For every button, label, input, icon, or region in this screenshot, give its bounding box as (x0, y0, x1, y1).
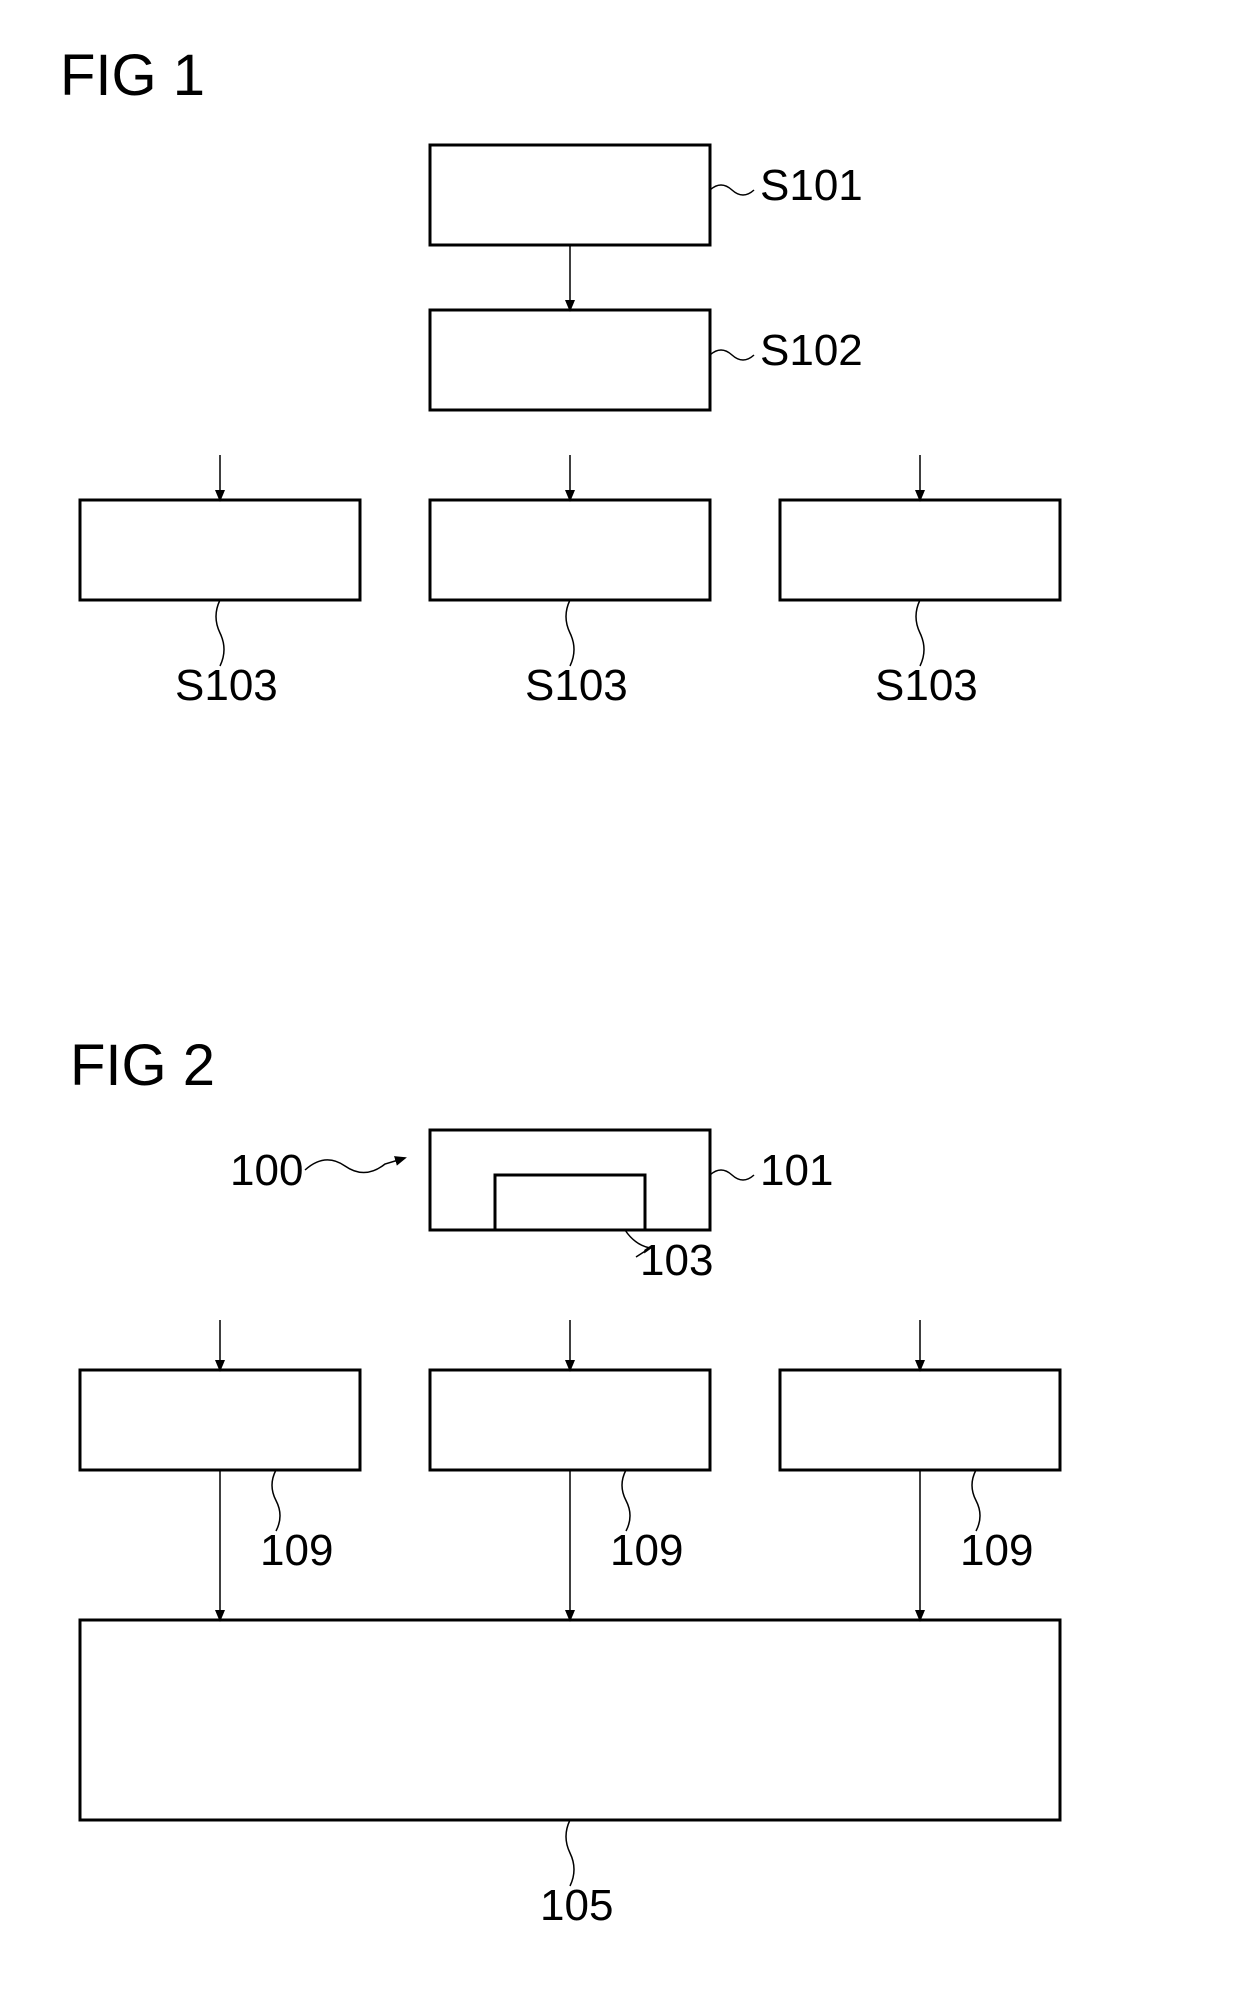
fig1-box-s103a (80, 500, 360, 600)
fig2-leader-109b (622, 1470, 630, 1531)
fig2-title: FIG 2 (70, 1033, 215, 1098)
fig1-leader-s101 (710, 185, 754, 195)
fig2-label-105: 105 (540, 1881, 613, 1930)
fig1-box-s101 (430, 145, 710, 245)
fig1-box-s102 (430, 310, 710, 410)
fig1-label-s101: S101 (760, 161, 863, 210)
fig1-leader-s103c (916, 600, 924, 666)
fig2-box-109a (80, 1370, 360, 1470)
fig2-leader-105 (566, 1820, 574, 1886)
fig2-box-103 (495, 1175, 645, 1230)
fig1-title: FIG 1 (60, 43, 205, 108)
fig2-leader-109c (972, 1470, 980, 1531)
fig2-leader-101 (710, 1170, 754, 1180)
fig1-leader-s103a (216, 600, 224, 666)
fig1-label-s103b: S103 (525, 661, 628, 710)
fig2-label-109b: 109 (610, 1526, 683, 1575)
fig1-label-s103c: S103 (875, 661, 978, 710)
fig1-box-s103b (430, 500, 710, 600)
fig1-label-s103a: S103 (175, 661, 278, 710)
fig2-label-109c: 109 (960, 1526, 1033, 1575)
fig2-box-109b (430, 1370, 710, 1470)
fig2-label-109a: 109 (260, 1526, 333, 1575)
fig1-leader-s102 (710, 350, 754, 360)
fig2-leader-109a (272, 1470, 280, 1531)
fig2-arrow-100 (305, 1158, 405, 1173)
fig2-label-103: 103 (640, 1236, 713, 1285)
fig1-label-s102: S102 (760, 326, 863, 375)
fig1-leader-s103b (566, 600, 574, 666)
fig1-box-s103c (780, 500, 1060, 600)
fig2-box-105 (80, 1620, 1060, 1820)
fig2-box-109c (780, 1370, 1060, 1470)
fig2-label-100: 100 (230, 1146, 303, 1195)
fig2-label-101: 101 (760, 1146, 833, 1195)
